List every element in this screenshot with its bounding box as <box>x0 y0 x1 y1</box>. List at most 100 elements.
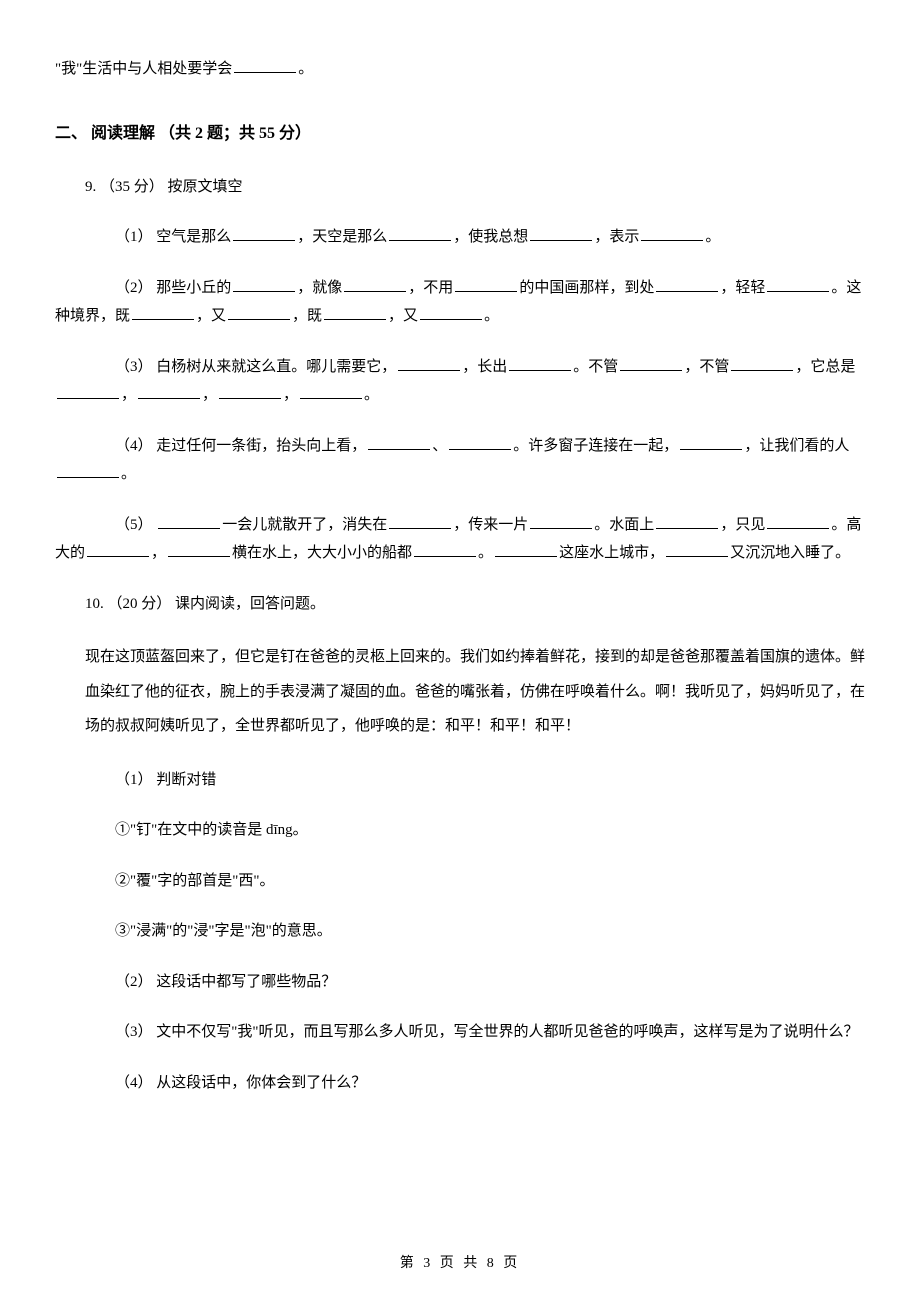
seg: ，让我们看的人 <box>744 438 849 454</box>
seg: 这座水上城市， <box>559 545 664 561</box>
blank <box>158 512 220 529</box>
q9-item-2-line1: （2） 那些小丘的 ，就像 ，不用 的中国画那样，到处 ，轻轻 。这 <box>55 274 865 303</box>
q9-item-4-line1: （4） 走过任何一条街，抬头向上看，、。许多窗子连接在一起，，让我们看的人 <box>55 432 865 461</box>
seg: 走过任何一条街，抬头向上看， <box>153 438 367 454</box>
blank <box>368 433 430 450</box>
seg: ， <box>121 387 136 403</box>
seg: 的中国画那样，到处 <box>519 280 654 296</box>
blank <box>132 304 194 321</box>
question-9: 9. （35 分） 按原文填空 （1） 空气是那么，天空是那么，使我总想，表示。… <box>55 173 865 568</box>
blank <box>87 541 149 558</box>
q10-sub1-header: （1） 判断对错 <box>55 766 865 795</box>
blank <box>767 512 829 529</box>
blank <box>731 354 793 371</box>
seg: 横在水上，大大小小的船都 <box>232 545 412 561</box>
seg: 大的 <box>55 545 85 561</box>
seg: ，使我总想 <box>453 229 528 245</box>
q10-sub1-item-3: ③"浸满"的"浸"字是"泡"的意思。 <box>55 917 865 946</box>
blank <box>680 433 742 450</box>
seg: 。 <box>705 229 720 245</box>
q9-4-num: （4） <box>115 438 153 454</box>
q9-item-1: （1） 空气是那么 ，天空是那么 ，使我总想 ，表示 。 <box>55 223 865 252</box>
blank <box>656 275 718 292</box>
blank <box>219 383 281 400</box>
q9-3-num: （3） <box>115 359 153 375</box>
section-2-header: 二、 阅读理解 （共 2 题；共 55 分） <box>55 119 865 143</box>
q9-header: 9. （35 分） 按原文填空 <box>55 173 865 202</box>
blank <box>344 275 406 292</box>
blank <box>57 383 119 400</box>
seg: ，它总是 <box>795 359 855 375</box>
seg: 。 <box>364 387 379 403</box>
seg: ，天空是那么 <box>297 229 387 245</box>
q9-1-num: （1） <box>115 229 153 245</box>
blank <box>168 541 230 558</box>
seg: ， <box>202 387 217 403</box>
seg: 。 <box>478 545 493 561</box>
seg: ，只见 <box>720 517 765 533</box>
q10-sub4: （4） 从这段话中，你体会到了什么？ <box>55 1069 865 1098</box>
blank <box>656 512 718 529</box>
q10-sub1-item-2: ②"覆"字的部首是"西"。 <box>55 867 865 896</box>
blank <box>414 541 476 558</box>
q9-item-4-line2: 。 <box>55 460 865 489</box>
q9-item-5-line1: （5） 一会儿就散开了，消失在，传来一片。水面上，只见。高 <box>55 511 865 540</box>
blank <box>449 433 511 450</box>
q10-sub2: （2） 这段话中都写了哪些物品？ <box>55 968 865 997</box>
seg: 。高 <box>831 517 861 533</box>
question-10: 10. （20 分） 课内阅读，回答问题。 现在这顶蓝盔回来了，但它是钉在爸爸的… <box>55 590 865 1098</box>
blank <box>641 225 703 242</box>
seg: ，不管 <box>684 359 729 375</box>
q10-passage: 现在这顶蓝盔回来了，但它是钉在爸爸的灵柩上回来的。我们如约捧着鲜花，接到的却是爸… <box>55 640 865 744</box>
seg: 一会儿就散开了，消失在 <box>222 517 387 533</box>
seg: ，长出 <box>462 359 507 375</box>
seg <box>153 517 157 533</box>
q10-sub1-item-1: ①"钉"在文中的读音是 dīng。 <box>55 816 865 845</box>
seg: 。 <box>121 466 136 482</box>
q10-header: 10. （20 分） 课内阅读，回答问题。 <box>55 590 865 619</box>
seg: 。许多窗子连接在一起， <box>513 438 678 454</box>
q9-2-num: （2） <box>115 280 153 296</box>
frag-post: 。 <box>298 61 313 77</box>
blank <box>57 462 119 479</box>
seg: ，传来一片 <box>453 517 528 533</box>
blank <box>233 275 295 292</box>
blank <box>389 225 451 242</box>
frag-pre: "我"生活中与人相处要学会 <box>55 61 232 77</box>
seg: 。水面上 <box>594 517 654 533</box>
seg: 空气是那么 <box>153 229 232 245</box>
q9-item-3-line1: （3） 白杨树从来就这么直。哪儿需要它， ，长出 。不管 ，不管 ，它总是 <box>55 353 865 382</box>
seg: ，又 <box>196 308 226 324</box>
seg: 白杨树从来就这么直。哪儿需要它， <box>153 359 397 375</box>
q10-sub3: （3） 文中不仅写"我"听见，而且写那么多人听见，写全世界的人都听见爸爸的呼唤声… <box>55 1018 865 1047</box>
blank <box>389 512 451 529</box>
blank <box>138 383 200 400</box>
blank <box>420 304 482 321</box>
seg: ，又 <box>388 308 418 324</box>
seg: 。 <box>484 308 499 324</box>
seg: 那些小丘的 <box>153 280 232 296</box>
top-fragment: "我"生活中与人相处要学会 。 <box>55 55 865 84</box>
q9-item-2-line2: 种境界，既 ，又 ，既 ，又 。 <box>55 302 865 331</box>
blank <box>233 225 295 242</box>
blank <box>228 304 290 321</box>
blank <box>300 383 362 400</box>
seg: ，表示 <box>594 229 639 245</box>
seg: ，既 <box>292 308 322 324</box>
seg: ， <box>151 545 166 561</box>
seg: 又沉沉地入睡了。 <box>730 545 850 561</box>
seg: ，轻轻 <box>720 280 765 296</box>
seg: ，就像 <box>297 280 342 296</box>
blank <box>767 275 829 292</box>
seg: ， <box>283 387 298 403</box>
seg: ，不用 <box>408 280 453 296</box>
q9-item-5-line2: 大的 ， 横在水上，大大小小的船都 。 这座水上城市， 又沉沉地入睡了。 <box>55 539 865 568</box>
blank <box>324 304 386 321</box>
blank <box>666 541 728 558</box>
seg: 。不管 <box>573 359 618 375</box>
blank <box>530 512 592 529</box>
seg: 种境界，既 <box>55 308 130 324</box>
seg: 。这 <box>831 280 861 296</box>
blank <box>455 275 517 292</box>
blank <box>234 57 296 74</box>
